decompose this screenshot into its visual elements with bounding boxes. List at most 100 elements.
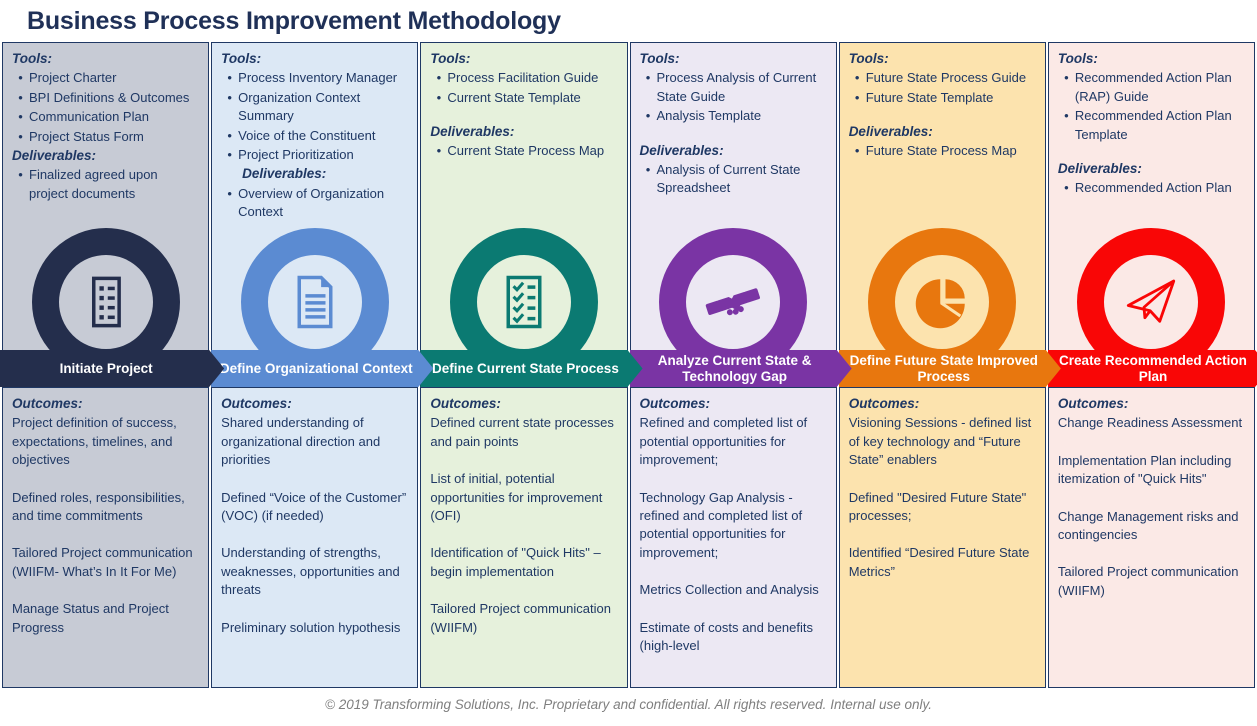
bullet-text: Overview of Organization Context [238,185,385,220]
phase-banner-label: Define Current State Process [432,360,619,376]
bullet-item: • Recommended Action Plan (RAP) Guide [1058,69,1245,106]
phase-column-5: Tools: • Future State Process Guide • Futur… [838,42,1046,688]
phase-column-1: Tools: • Project Charter • BPI Definitions … [2,42,209,688]
bullet-text: Project Prioritization [238,147,354,163]
phase-column-3: Tools: • Process Facilitation Guide • Curre… [420,42,627,688]
bullet-text: Organization Context Summary [238,89,361,124]
bullet-text: Future State Process Guide [865,70,1027,86]
deliverables-list: • Future State Process Map [849,142,1036,160]
bullet-marker: • [1064,180,1069,196]
bullet-item: • Future State Process Guide [849,69,1036,87]
bullet-marker: • [18,109,23,125]
tools-list: • Future State Process Guide • Future State… [849,69,1036,107]
bullet-text: Finalized agreed upon project documents [29,167,158,201]
outcome-item: Tailored Project communication (WIIFM) [430,601,611,635]
phase-outcomes-panel: Outcomes: Refined and completed list of … [629,387,837,688]
bullet-marker: • [227,147,232,163]
phase-column-2: Tools: • Process Inventory Manager • Organi… [211,42,418,688]
outcomes-list: Change Readiness Assessment Implementatio… [1058,414,1245,600]
phase-banner-label: Define Future State Improved Process [849,352,1038,384]
bullet-item: • Finalized agreed upon project documents [12,166,199,203]
footer-copyright: © 2019 Transforming Solutions, Inc. Prop… [325,697,932,712]
bullet-text: Communication Plan [29,109,149,125]
bullet-item: • BPI Definitions & Outcomes [12,89,199,107]
bullet-text: Current State Process Map [447,143,605,159]
outcome-item: Refined and completed list of potential … [639,415,808,468]
bullet-text: Future State Process Map [865,143,1017,159]
phase-outcomes-panel: Outcomes: Shared understanding of organi… [211,387,419,688]
bullet-marker: • [645,108,651,124]
bullet-text: Recommended Action Plan Template [1074,108,1232,142]
pie-chart-icon [914,274,970,330]
bullet-text: Project Charter [29,70,117,86]
tools-list: • Recommended Action Plan (RAP) Guide • Rec… [1058,69,1245,144]
bullet-item: • Recommended Action Plan Template [1058,107,1245,144]
outcome-item: Estimate of costs and benefits (high-lev… [639,619,813,654]
tools-list: • Process Analysis of Current State Guide… [640,69,827,125]
deliverables-heading: Deliverables: [430,124,515,140]
outcomes-list: Defined current state processes and pain… [430,414,617,637]
outcome-item: Identified “Desired Future State Metrics… [848,545,1030,579]
phase-outcomes-panel: Outcomes: Project definition of success,… [2,387,210,688]
tools-heading: Tools: [12,51,52,66]
outcome-item: Project definition of success, expectati… [12,415,177,468]
bullet-text: BPI Definitions & Outcomes [29,89,190,105]
outcome-item: Visioning Sessions - defined list of key… [848,415,1032,468]
phase-banner: Define Current State Process [420,350,642,387]
bullet-item: • Project Status Form [12,128,199,146]
phase-banner-label: Define Organizational Context [219,360,413,376]
bullet-item: • Process Facilitation Guide [430,69,617,87]
bullet-item: • Future State Template [849,89,1036,107]
bullet-text: Process Facilitation Guide [447,70,599,86]
bullet-text: Analysis of Current State Spreadsheet [656,161,801,196]
bullet-item: • Organization Context Summary [221,89,408,126]
bullet-marker: • [854,70,860,86]
bullet-item: • Communication Plan [12,108,199,126]
bullet-marker: • [18,128,23,144]
deliverables-heading: Deliverables: [848,124,933,140]
bullet-item: • Overview of Organization Context [221,185,408,222]
deliverables-list: • Finalized agreed upon project documents [12,166,199,203]
outcome-item: Change Management risks and contingencie… [1057,508,1239,543]
outcome-item: Defined "Desired Future State" processes… [848,489,1027,524]
tools-heading: Tools: [221,51,262,66]
outcome-item: List of initial, potential opportunities… [430,471,603,524]
outcome-item: Implementation Plan including itemizatio… [1057,452,1232,487]
bullet-marker: • [18,167,23,183]
bullet-item: • Process Inventory Manager [221,69,408,87]
outcome-item: Identification of "Quick Hits" – begin i… [430,545,601,579]
bullet-item: • Recommended Action Plan [1058,179,1245,197]
bullet-item: • Project Charter [12,69,199,87]
outcome-item: Understanding of strengths, weaknesses, … [221,545,400,598]
bullet-marker: • [436,143,442,159]
outcome-item: Defined current state processes and pain… [430,415,614,449]
bullet-item: • Future State Process Map [849,142,1036,160]
phase-outcomes-panel: Outcomes: Visioning Sessions - defined l… [838,387,1046,688]
bullet-marker: • [18,70,23,86]
bullet-marker: • [854,89,860,105]
deliverables-list: • Analysis of Current State Spreadsheet [640,161,827,198]
outcome-item: Tailored Project communication (WIIFM- W… [12,545,193,579]
bullet-marker: • [18,89,23,105]
phase-banner: Define Organizational Context [211,350,433,387]
bullet-marker: • [436,70,442,86]
outcomes-list: Project definition of success, expectati… [12,414,199,637]
bullet-marker: • [645,70,651,86]
outcomes-list: Visioning Sessions - defined list of key… [849,414,1036,581]
bullet-marker: • [854,143,860,159]
outcomes-heading: Outcomes: [221,396,292,411]
phase-banner-label: Create Recommended Action Plan [1059,352,1247,384]
bullet-marker: • [1064,70,1069,86]
bullet-marker: • [227,70,232,86]
deliverables-heading: Deliverables: [12,148,97,164]
outcomes-heading: Outcomes: [639,396,711,411]
phase-outcomes-panel: Outcomes: Defined current state processe… [420,387,628,688]
bullet-text: Future State Template [865,89,994,105]
bullet-item: • Current State Template [430,89,617,107]
outcome-item: Defined roles, responsibilities, and tim… [12,489,185,524]
phase-banner: Initiate Project [0,350,224,387]
bullet-text: Recommended Action Plan [1074,180,1232,196]
bullet-text: Analysis Template [656,108,762,124]
page-title: Business Process Improvement Methodology [27,7,561,35]
